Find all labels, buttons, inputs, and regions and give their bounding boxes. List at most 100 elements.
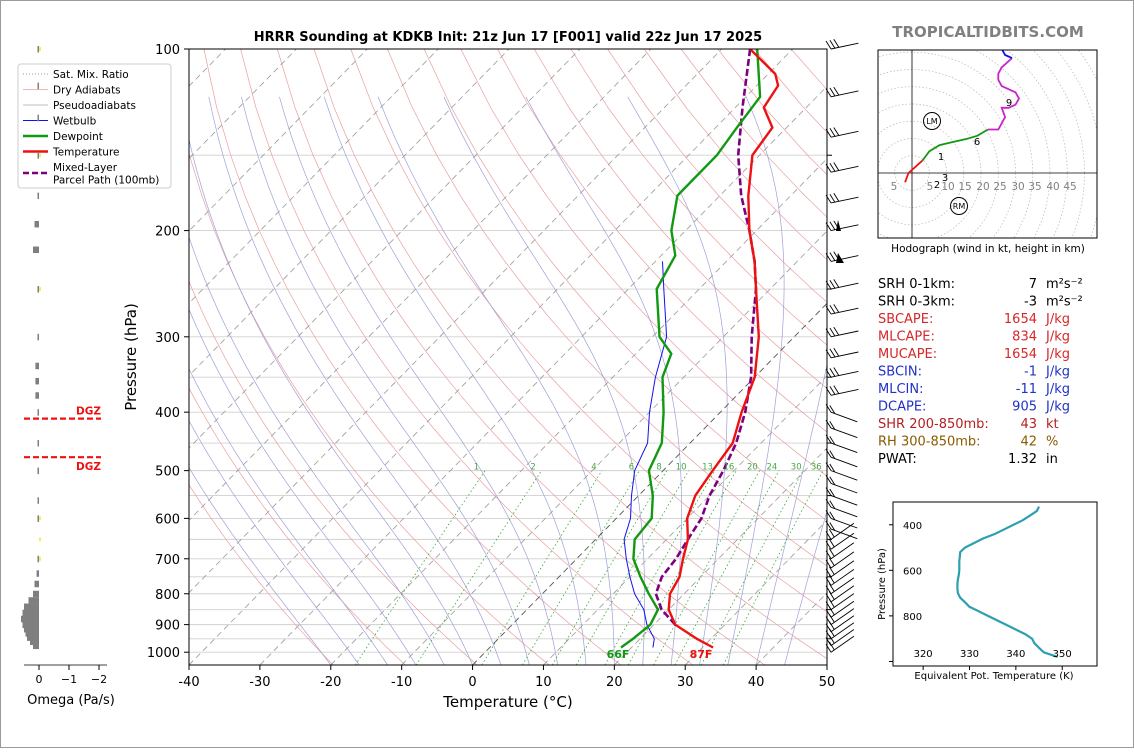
pseudoadiabat-line [155, 97, 444, 665]
index-label: RH 300-850mb: [878, 435, 981, 450]
wind-barb-shaft [831, 412, 857, 422]
hodograph-height-label: 1 [938, 152, 944, 163]
wind-barb-feather [834, 87, 839, 95]
wind-barb-feather [834, 368, 839, 376]
dry-adiabat-line [828, 49, 1134, 665]
skewt-y-axis-label: Pressure (hPa) [122, 303, 140, 411]
y-tick-label: 800 [155, 588, 180, 603]
x-tick-label: -40 [178, 675, 199, 690]
wind-barb-feather [834, 193, 839, 201]
x-tick-label: -30 [249, 675, 270, 690]
wind-barb-feather [834, 327, 839, 335]
wind-barbs [826, 39, 858, 652]
hodograph-ring-label: 5 [891, 181, 898, 193]
mixing-ratio-label: 16 [723, 462, 734, 472]
hodograph-height-label: 3 [942, 173, 948, 184]
dgz-label: DGZ [76, 461, 101, 473]
mixing-ratio-label: 8 [656, 462, 661, 472]
isotherm-line [260, 49, 864, 665]
hodograph-ring-label: 20 [976, 181, 989, 193]
omega-bar [24, 604, 39, 611]
index-label: MUCAPE: [878, 347, 937, 362]
wind-barb-shaft [831, 496, 857, 506]
wind-barb-feather [834, 128, 839, 136]
legend-label-temperature: Temperature [52, 147, 120, 159]
hodograph-ring-label: 45 [1063, 181, 1076, 193]
skewt-x-axis-label: Temperature (°C) [442, 693, 572, 711]
hodograph-height-label: 6 [974, 137, 980, 148]
wind-barb-shaft [831, 308, 858, 314]
chart-title: HRRR Sounding at KDKB Init: 21z Jun 17 [… [254, 30, 762, 45]
index-value: 1654 [1004, 312, 1037, 327]
wind-barb-shaft [831, 586, 854, 602]
omega-tick-label: −1 [61, 673, 77, 686]
omega-bar [23, 610, 40, 617]
omega-bar [33, 591, 39, 598]
hodograph-height-label: 9 [1006, 98, 1012, 109]
omega-bar [35, 378, 39, 385]
omega-bar [38, 83, 40, 90]
pseudoadiabat-line [324, 97, 586, 665]
omega-bar [35, 581, 40, 588]
omega-bar [33, 247, 39, 254]
brand-watermark: TROPICALTIDBITS.COM [892, 23, 1084, 41]
y-tick-label: 600 [155, 512, 180, 527]
omega-bar [35, 363, 39, 370]
dry-adiabat-line [498, 49, 1134, 665]
omega-bar [38, 468, 40, 475]
wind-barb-feather [829, 558, 834, 566]
omega-bar [38, 334, 40, 341]
dry-adiabat-line [277, 49, 765, 665]
wind-barb-feather [830, 40, 835, 48]
index-value: 43 [1020, 417, 1037, 432]
index-label: SRH 0-3km: [878, 295, 955, 310]
theta-e-y-tick-label: 800 [903, 612, 922, 623]
dry-adiabat-line [241, 49, 693, 665]
pseudoadiabat-line [756, 97, 857, 665]
wind-barb-shaft [831, 507, 857, 517]
wind-barb-feather [830, 349, 835, 357]
omega-bar [35, 221, 40, 228]
wind-barb-shaft [831, 601, 854, 617]
legend-label-wetbulb: Wetbulb [53, 116, 97, 128]
y-tick-label: 700 [155, 553, 180, 568]
omega-tick-label: 0 [36, 673, 43, 686]
wind-barb-feather [830, 328, 835, 336]
surface-temperature-label: 87F [690, 648, 713, 661]
index-label: SBCAPE: [878, 312, 933, 327]
index-value: 7 [1029, 277, 1037, 292]
dry-adiabat-line [791, 49, 1134, 665]
index-unit: % [1046, 435, 1058, 450]
mixing-ratio-label: 6 [629, 462, 634, 472]
wind-barb-feather [830, 88, 835, 96]
wind-barb-feather [826, 41, 831, 49]
mixing-ratio-label: 1 [474, 462, 479, 472]
theta-e-x-tick-label: 320 [914, 649, 933, 660]
pseudoadiabat-line [241, 97, 529, 665]
x-tick-label: 20 [606, 675, 623, 690]
surface-dewpoint-label: 66F [607, 648, 630, 661]
omega-bar [23, 622, 40, 629]
mixing-ratio-label: 10 [676, 462, 687, 472]
wind-barb-shaft [831, 131, 858, 137]
y-tick-label: 1000 [147, 646, 180, 661]
pseudoadiabat-line [526, 97, 682, 665]
theta-e-frame [893, 502, 1097, 666]
mixing-ratio-line [355, 471, 485, 665]
y-tick-label: 400 [155, 406, 180, 421]
wind-barb-feather [830, 305, 835, 313]
wind-barb-shaft [831, 225, 858, 231]
index-unit: kt [1046, 417, 1059, 432]
wind-barb-feather [834, 279, 839, 287]
hodograph-segment [905, 161, 922, 183]
theta-e-x-tick-label: 340 [1006, 649, 1025, 660]
y-tick-label: 500 [155, 465, 180, 480]
wind-barb-feather [829, 539, 834, 547]
theta-e-y-tick-label: 400 [903, 521, 922, 532]
index-unit: J/kg [1045, 347, 1070, 362]
x-tick-label: -20 [320, 675, 341, 690]
wind-barb-flag [836, 253, 844, 263]
